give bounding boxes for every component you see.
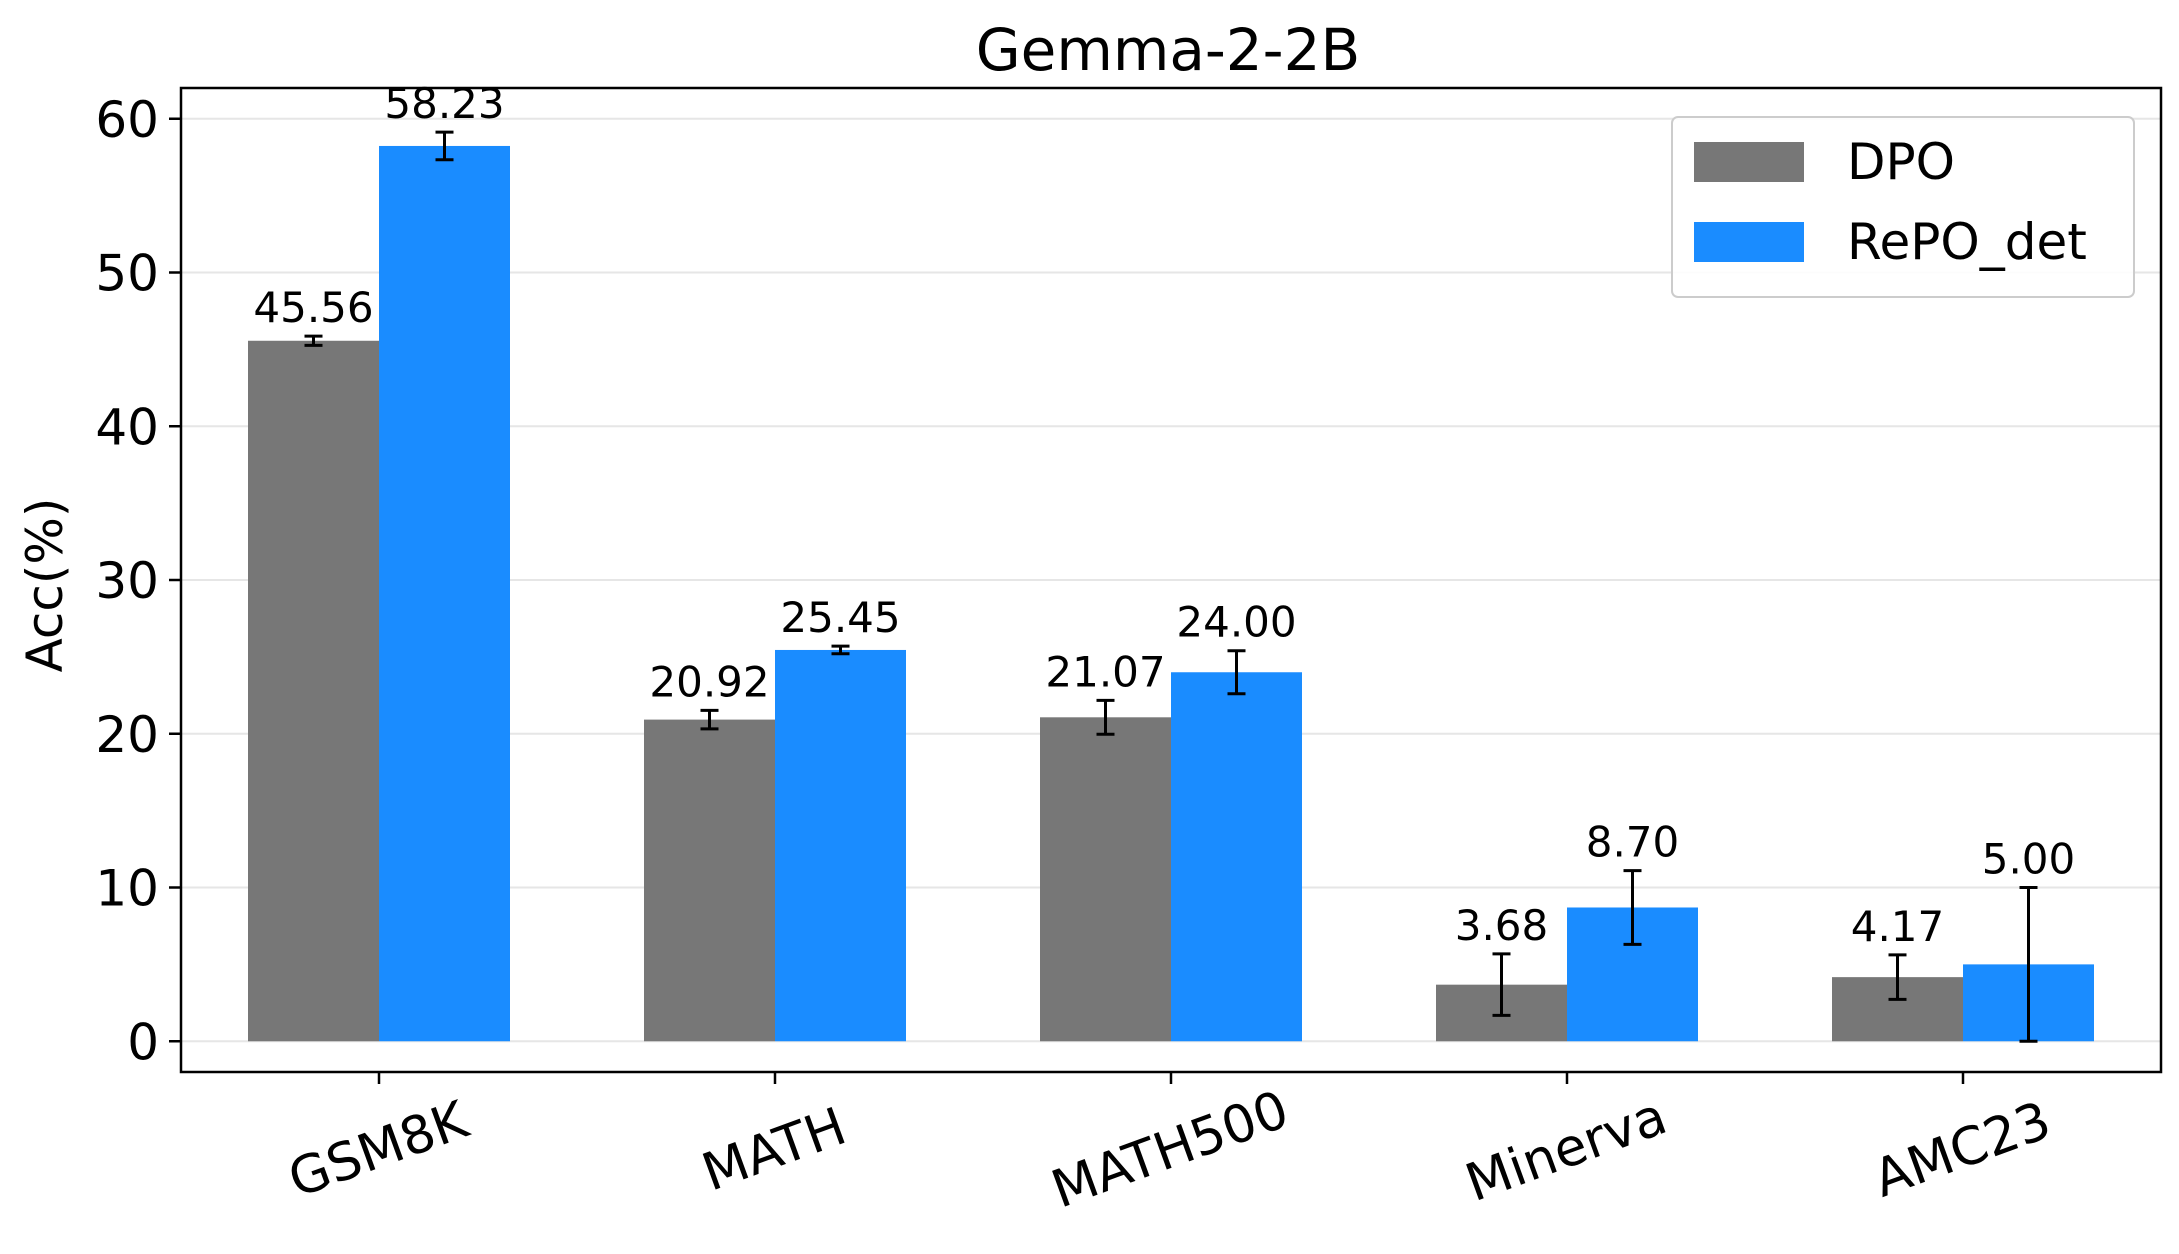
y-tick-label: 30 bbox=[95, 552, 159, 610]
bar-repo-det-math bbox=[775, 649, 906, 1042]
y-tick-label: 50 bbox=[95, 245, 159, 303]
error-bars bbox=[304, 130, 2038, 1043]
bar-value-label: 3.68 bbox=[1455, 901, 1549, 950]
bar-value-label: 21.07 bbox=[1045, 647, 1165, 696]
y-axis: 0 10 20 30 40 50 60 bbox=[95, 91, 181, 1071]
bar-repo-det-gsm8k bbox=[379, 145, 510, 1042]
y-tick-label: 20 bbox=[95, 706, 159, 764]
legend: DPO RePO_det bbox=[1671, 116, 2135, 298]
bar-value-label: 4.17 bbox=[1851, 902, 1945, 951]
x-tick-label: GSM8K bbox=[281, 1090, 477, 1210]
chart-title: Gemma-2-2B bbox=[976, 16, 1361, 84]
x-tick-label: MATH500 bbox=[1044, 1080, 1296, 1221]
legend-label: RePO_det bbox=[1847, 213, 2087, 271]
bar-value-label: 25.45 bbox=[780, 593, 900, 642]
x-tick-label: Minerva bbox=[1458, 1086, 1674, 1214]
x-axis: GSM8K MATH MATH500 Minerva AMC23 bbox=[281, 1072, 2059, 1220]
bars bbox=[248, 145, 2094, 1042]
bar-repo-det-math500 bbox=[1171, 672, 1302, 1042]
y-tick-label: 0 bbox=[127, 1013, 159, 1071]
x-tick-label: AMC23 bbox=[1866, 1091, 2058, 1210]
bar-dpo-math500 bbox=[1040, 717, 1171, 1042]
legend-swatch bbox=[1694, 142, 1804, 182]
bar-value-label: 24.00 bbox=[1176, 598, 1296, 647]
y-tick-label: 60 bbox=[95, 91, 159, 149]
legend-swatch bbox=[1694, 222, 1804, 262]
bar-value-label: 20.92 bbox=[649, 657, 769, 706]
y-axis-label: Acc(%) bbox=[16, 498, 74, 673]
bar-value-label: 8.70 bbox=[1586, 818, 1680, 867]
bar-value-label: 45.56 bbox=[253, 283, 373, 332]
bar-value-label: 5.00 bbox=[1982, 835, 2076, 884]
bar-value-label: 58.23 bbox=[384, 79, 504, 128]
legend-label: DPO bbox=[1847, 133, 1955, 191]
y-tick-label: 40 bbox=[95, 398, 159, 456]
y-tick-label: 10 bbox=[95, 860, 159, 918]
bar-dpo-gsm8k bbox=[248, 340, 379, 1042]
x-tick-label: MATH bbox=[695, 1097, 854, 1204]
bar-dpo-math bbox=[644, 719, 775, 1042]
